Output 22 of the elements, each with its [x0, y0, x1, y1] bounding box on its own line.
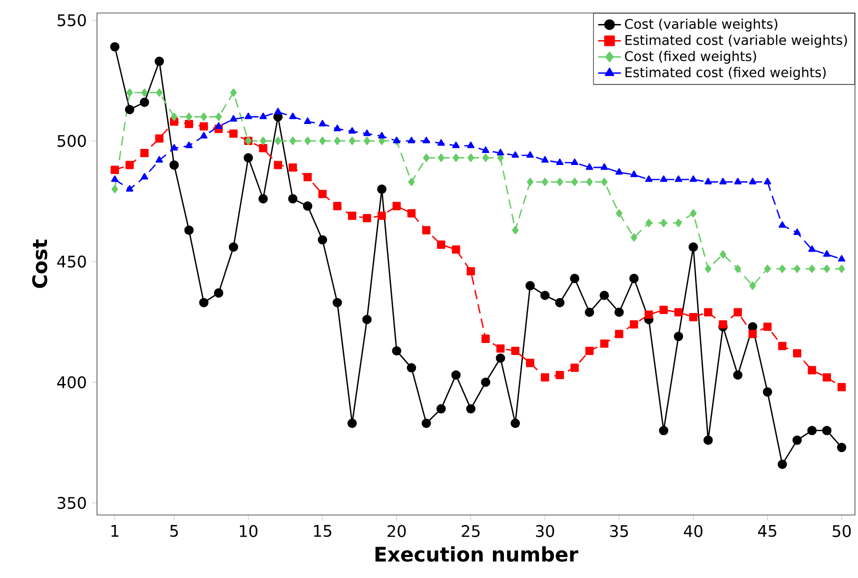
x-tick-label: 5: [170, 525, 178, 537]
x-tick-label: 20: [388, 525, 406, 538]
x-tick-label: 15: [314, 525, 332, 537]
x-tick-label: 10: [240, 525, 258, 538]
y-tick-label: 550: [58, 14, 86, 26]
y-tick-label: 500: [58, 134, 86, 147]
x-tick-label: 35: [610, 525, 628, 538]
legend-label: Cost (variable weights): [624, 18, 778, 32]
legend-label: Estimated cost (fixed weights): [626, 66, 826, 80]
x-tick-label: 25: [462, 525, 480, 538]
y-tick-label: 400: [57, 376, 86, 388]
x-tick-label: 30: [536, 525, 554, 538]
y-tick-label: 350: [58, 496, 86, 509]
legend-label: Estimated cost (variable weights): [626, 34, 847, 48]
legend-label: Cost (fixed weights): [624, 50, 756, 64]
y-axis-title: Cost: [32, 240, 48, 288]
y-tick-label: 450: [57, 256, 86, 268]
x-tick-label: 50: [832, 525, 851, 538]
x-tick-label: 1: [111, 525, 118, 537]
x-tick-label: 45: [758, 525, 776, 537]
x-tick-label: 40: [684, 525, 702, 538]
x-axis-title: Execution number: [376, 546, 578, 562]
